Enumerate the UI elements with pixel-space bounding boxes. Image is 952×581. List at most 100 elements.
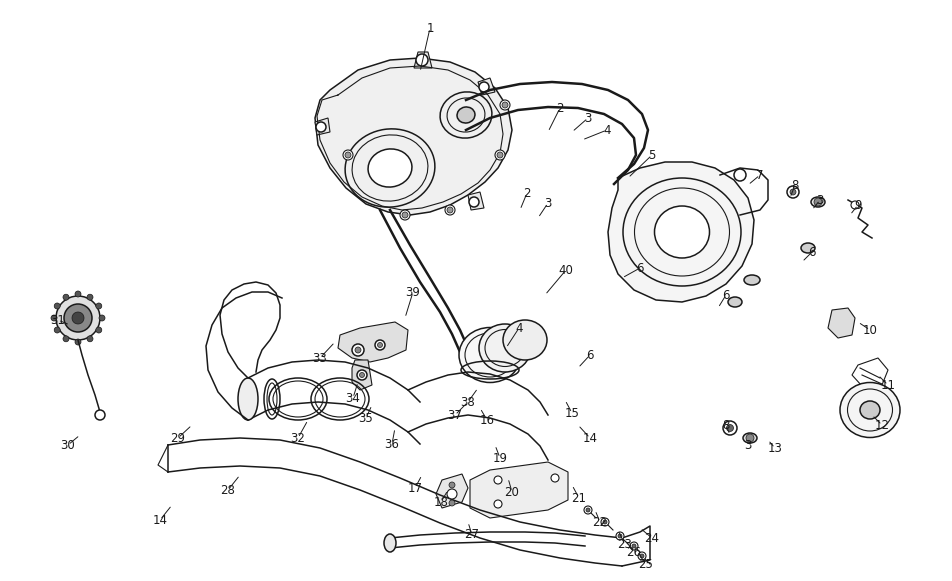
Circle shape [617, 534, 622, 538]
Text: 3: 3 [744, 439, 751, 451]
Circle shape [64, 304, 92, 332]
Text: 34: 34 [346, 392, 360, 404]
Circle shape [497, 152, 503, 158]
Circle shape [96, 327, 102, 333]
Circle shape [603, 520, 606, 524]
Ellipse shape [367, 149, 411, 187]
Text: 8: 8 [722, 418, 729, 432]
Text: 2: 2 [523, 187, 530, 199]
Circle shape [75, 339, 81, 345]
Circle shape [316, 122, 326, 132]
Text: 7: 7 [756, 168, 763, 181]
Circle shape [493, 500, 502, 508]
Circle shape [51, 315, 57, 321]
Circle shape [446, 489, 457, 499]
Text: 11: 11 [880, 378, 895, 392]
Circle shape [351, 344, 364, 356]
Text: 19: 19 [492, 451, 507, 464]
Circle shape [502, 102, 507, 108]
Circle shape [377, 343, 382, 347]
Text: 18: 18 [433, 496, 448, 508]
Ellipse shape [238, 378, 258, 420]
Text: 14: 14 [582, 432, 597, 444]
Text: 16: 16 [479, 414, 494, 426]
Circle shape [500, 100, 509, 110]
Circle shape [402, 212, 407, 218]
Text: 22: 22 [592, 515, 606, 529]
Text: 36: 36 [385, 437, 399, 450]
Circle shape [850, 201, 858, 209]
Circle shape [601, 518, 608, 526]
Text: 40: 40 [558, 264, 573, 277]
Ellipse shape [839, 382, 899, 437]
Circle shape [63, 294, 69, 300]
Circle shape [355, 347, 361, 353]
Circle shape [494, 150, 505, 160]
Text: 35: 35 [358, 411, 373, 425]
Text: 30: 30 [61, 439, 75, 451]
Text: 12: 12 [874, 418, 888, 432]
Text: 14: 14 [152, 514, 168, 526]
Polygon shape [467, 192, 484, 210]
Text: 10: 10 [862, 324, 877, 336]
Circle shape [72, 312, 84, 324]
Circle shape [723, 421, 736, 435]
Text: 21: 21 [571, 492, 585, 504]
Circle shape [637, 552, 645, 560]
Circle shape [345, 152, 350, 158]
Circle shape [445, 205, 454, 215]
Ellipse shape [810, 197, 824, 207]
Text: 4: 4 [515, 321, 523, 335]
Circle shape [725, 425, 733, 432]
Text: 26: 26 [625, 546, 641, 558]
Text: 28: 28 [220, 483, 235, 497]
Circle shape [400, 210, 409, 220]
Text: 38: 38 [460, 396, 475, 408]
Polygon shape [315, 58, 511, 215]
Text: 6: 6 [585, 349, 593, 361]
Text: 27: 27 [464, 529, 479, 541]
Ellipse shape [503, 320, 546, 360]
Text: 39: 39 [406, 285, 420, 299]
Text: 37: 37 [447, 408, 462, 421]
Circle shape [87, 294, 93, 300]
Ellipse shape [859, 401, 879, 419]
Ellipse shape [459, 328, 521, 382]
Text: 2: 2 [556, 102, 564, 114]
Polygon shape [315, 118, 329, 135]
Polygon shape [478, 78, 494, 95]
Circle shape [786, 186, 798, 198]
Text: 3: 3 [816, 193, 823, 206]
Polygon shape [413, 52, 431, 68]
Circle shape [468, 197, 479, 207]
Ellipse shape [457, 107, 474, 123]
Circle shape [96, 303, 102, 309]
Circle shape [87, 336, 93, 342]
Text: 6: 6 [636, 261, 643, 274]
Polygon shape [338, 322, 407, 362]
Circle shape [448, 482, 454, 488]
Circle shape [54, 303, 60, 309]
Circle shape [374, 340, 385, 350]
Text: 9: 9 [853, 199, 861, 211]
Ellipse shape [801, 243, 814, 253]
Circle shape [75, 291, 81, 297]
Circle shape [54, 327, 60, 333]
Polygon shape [827, 308, 854, 338]
Text: 4: 4 [603, 124, 610, 137]
Polygon shape [436, 474, 467, 508]
Text: 3: 3 [584, 112, 591, 124]
Circle shape [584, 506, 591, 514]
Ellipse shape [744, 275, 759, 285]
Text: 23: 23 [617, 539, 632, 551]
Text: 3: 3 [544, 196, 551, 210]
Circle shape [813, 198, 822, 206]
Polygon shape [851, 358, 887, 386]
Ellipse shape [743, 433, 756, 443]
Text: 20: 20 [504, 486, 519, 498]
Text: 29: 29 [170, 432, 186, 444]
Text: 31: 31 [50, 314, 66, 327]
Text: 13: 13 [766, 442, 782, 454]
Circle shape [640, 554, 644, 558]
Circle shape [357, 370, 367, 380]
